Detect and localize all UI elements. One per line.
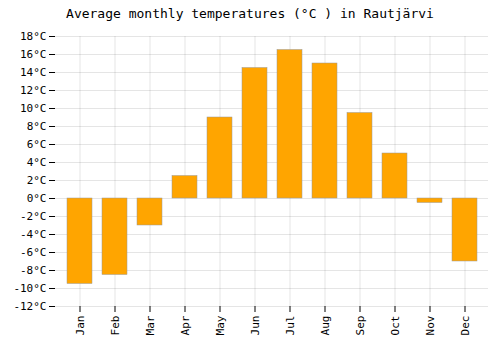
svg-text:6°C: 6°C (27, 138, 47, 151)
svg-text:0°C: 0°C (27, 192, 47, 205)
svg-text:10°C: 10°C (20, 102, 47, 115)
svg-text:14°C: 14°C (20, 66, 47, 79)
svg-text:Aug: Aug (319, 316, 332, 336)
svg-text:Dec: Dec (459, 316, 472, 336)
svg-text:4°C: 4°C (27, 156, 47, 169)
svg-text:8°C: 8°C (27, 120, 47, 133)
svg-text:-6°C: -6°C (20, 246, 47, 259)
svg-text:Nov: Nov (424, 315, 437, 335)
svg-text:Jun: Jun (249, 316, 262, 336)
svg-text:Oct: Oct (389, 316, 402, 336)
svg-text:Sep: Sep (354, 316, 367, 336)
svg-text:12°C: 12°C (20, 84, 47, 97)
svg-text:-2°C: -2°C (20, 210, 47, 223)
svg-text:-12°C: -12°C (13, 300, 46, 313)
svg-text:May: May (214, 315, 227, 335)
svg-text:Apr: Apr (179, 315, 192, 335)
svg-text:-8°C: -8°C (20, 264, 47, 277)
svg-text:-10°C: -10°C (13, 282, 46, 295)
svg-text:18°C: 18°C (20, 30, 47, 43)
svg-text:-4°C: -4°C (20, 228, 47, 241)
svg-text:16°C: 16°C (20, 48, 47, 61)
svg-text:2°C: 2°C (27, 174, 47, 187)
svg-text:Mar: Mar (144, 315, 157, 335)
svg-text:Jul: Jul (284, 316, 297, 336)
svg-text:Jan: Jan (74, 316, 87, 336)
html-text:Average monthly temperatures (: Average monthly temperatures (°C ) in Ra… (66, 6, 434, 21)
svg-text:Feb: Feb (109, 316, 122, 336)
